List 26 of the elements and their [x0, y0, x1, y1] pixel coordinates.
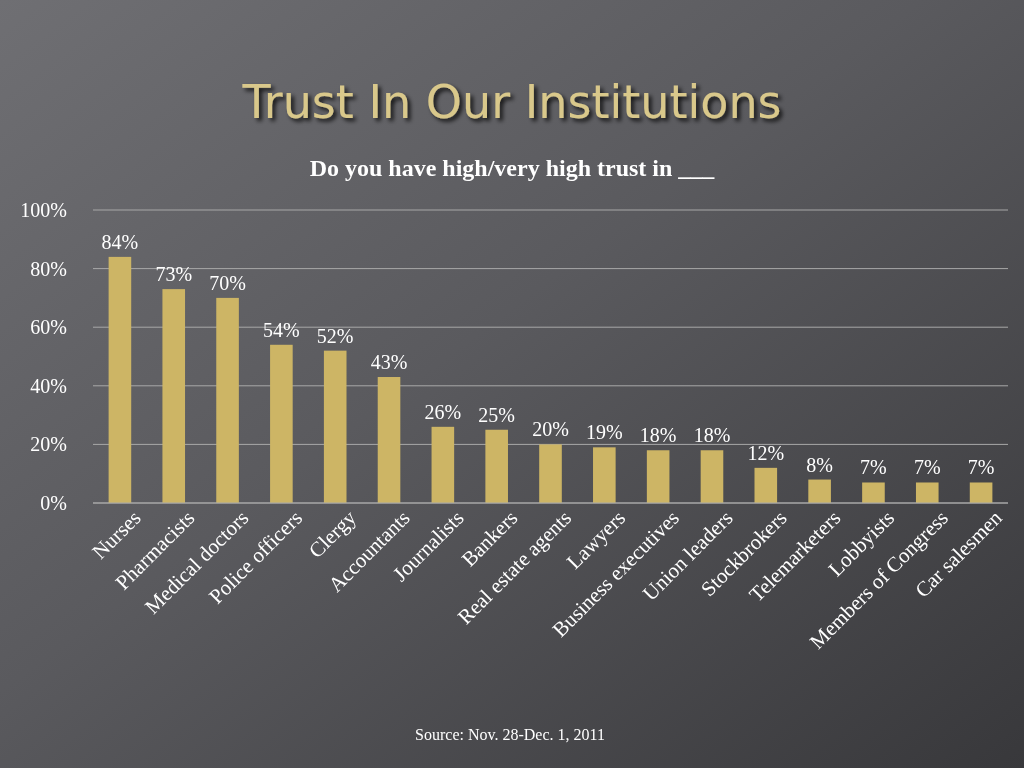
- data-label: 18%: [693, 424, 731, 447]
- data-label: 20%: [532, 418, 569, 441]
- y-tick-label: 40%: [30, 374, 67, 397]
- data-label: 8%: [806, 453, 833, 476]
- data-label: 18%: [639, 424, 677, 447]
- data-label: 7%: [860, 456, 887, 479]
- chart-title: Trust In Our Institutions: [241, 75, 782, 129]
- data-label: 70%: [209, 271, 246, 294]
- data-label: 7%: [913, 456, 941, 479]
- data-label: 19%: [585, 421, 623, 444]
- data-label: 84%: [101, 230, 139, 253]
- chart-subtitle: Do you have high/very high trust in ___: [309, 155, 716, 181]
- data-label: 73%: [155, 263, 193, 286]
- data-label: 54%: [263, 318, 300, 341]
- y-tick-label: 80%: [30, 257, 67, 280]
- y-tick-label: 20%: [30, 433, 67, 456]
- data-label: 12%: [747, 441, 785, 464]
- data-label: 25%: [478, 403, 516, 426]
- source-note: Source: Nov. 28-Dec. 1, 2011: [415, 726, 605, 743]
- data-label: 26%: [424, 400, 462, 423]
- y-tick-label: 60%: [30, 316, 67, 339]
- y-tick-label: 0%: [40, 491, 67, 514]
- data-label: 7%: [967, 456, 995, 479]
- data-label: 43%: [370, 351, 408, 374]
- y-tick-label: 100%: [20, 198, 67, 221]
- data-label: 52%: [316, 324, 354, 347]
